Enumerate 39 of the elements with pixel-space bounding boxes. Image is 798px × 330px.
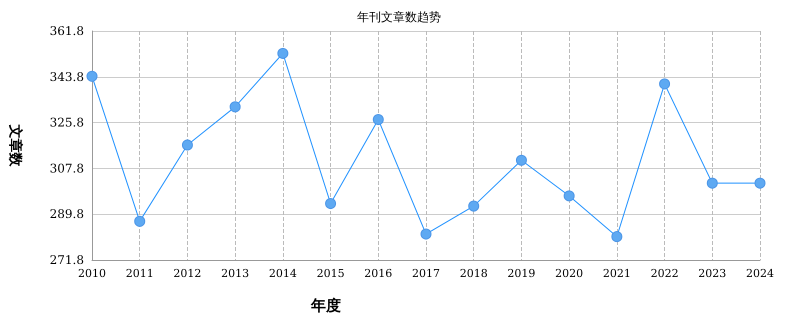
x-axis-title: 年度 [310,296,341,314]
x-tick-label: 2014 [268,267,297,280]
chart-title: 年刊文章数趋势 [357,10,441,24]
y-tick-label: 289.8 [50,207,84,222]
point [420,228,432,240]
point [611,231,622,242]
x-tick-label: 2016 [364,267,392,280]
x-tick-label: 2010 [78,267,106,280]
point [706,178,718,189]
point [659,78,670,90]
y-axis-title: 文章数 [7,124,24,168]
y-tick-label: 361.8 [50,24,84,38]
point [277,48,288,59]
y-tick-label: 343.8 [50,70,84,84]
x-tick-label: 2012 [173,267,202,280]
x-tick-label: 2011 [126,267,154,280]
x-tick-label: 2020 [555,267,584,280]
point [182,139,193,150]
x-tick-label: 2024 [746,267,774,280]
point [564,190,575,202]
x-tick-label: 2013 [221,267,250,280]
point [325,198,336,210]
point [754,178,766,189]
x-tick-label: 2018 [460,267,488,280]
x-tick-label: 2019 [507,267,536,280]
x-tick-label: 2021 [602,267,631,280]
point [468,200,480,212]
point [230,101,241,112]
x-tick-label: 2015 [316,267,345,280]
x-tick-label: 2023 [698,267,726,280]
point [372,114,384,126]
point [86,70,98,82]
y-tick-label: 307.8 [50,161,84,176]
point [134,216,146,227]
x-tick-label: 2017 [412,267,440,280]
x-tick-label: 2022 [650,267,679,280]
point [516,154,527,166]
y-tick-label: 325.8 [50,116,84,130]
y-tick-label: 271.8 [50,253,84,267]
